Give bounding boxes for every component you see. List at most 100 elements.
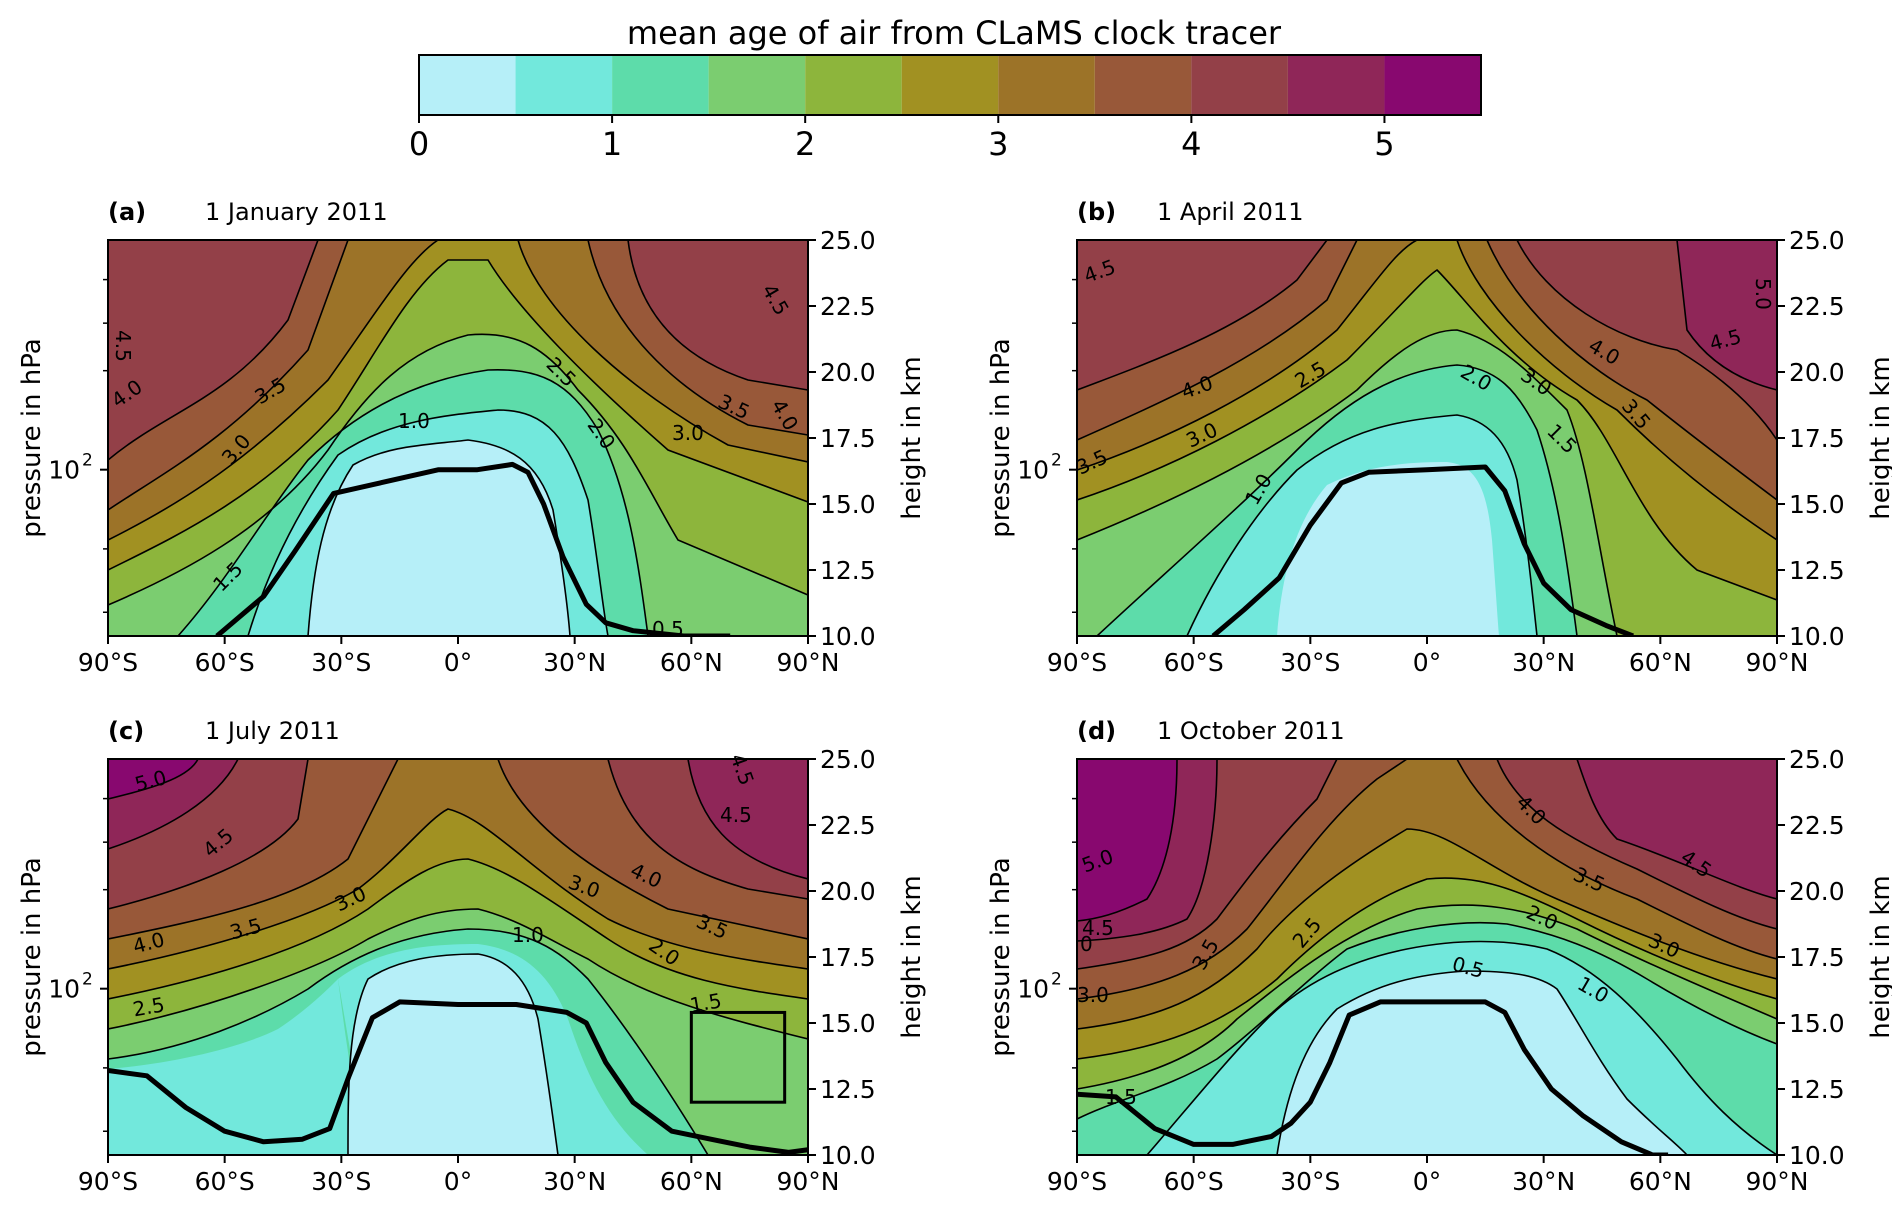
x-tick-label: 90°N: [776, 648, 839, 677]
contour-line: [1077, 240, 1358, 441]
band-45-right: [1577, 759, 1777, 899]
contour-line: [1676, 240, 1777, 391]
x-tick-label: 30°S: [1280, 648, 1340, 677]
colorbar-cell: [998, 55, 1095, 115]
contour-line: [347, 953, 559, 1155]
y-right-tick-label: 17.5: [1789, 424, 1845, 453]
y-right-tick-label: 10.0: [820, 1141, 876, 1170]
contour-label: 1.0: [512, 923, 544, 947]
contour-line: [1576, 759, 1777, 900]
contour-line: [1456, 240, 1777, 541]
panel-a-contours: [108, 240, 808, 636]
x-tick-label: 0°: [1413, 1167, 1441, 1196]
x-tick-label: 60°N: [660, 648, 723, 677]
y-left-tick-label: 10: [1017, 456, 1049, 485]
band-45: [1677, 240, 1777, 390]
panel-c: (c) 1 July 2011: [17, 717, 927, 1196]
band-5-left: [1077, 759, 1177, 921]
colorbar-tick-label: 2: [795, 125, 815, 163]
band-0: [308, 440, 570, 636]
contour-line: [1077, 877, 1777, 1060]
y-right-tick-label: 22.5: [1789, 811, 1845, 840]
y-right-tick-label: 22.5: [1789, 292, 1845, 321]
y-right-tick-label: 12.5: [1789, 1075, 1845, 1104]
contour-line: [1186, 414, 1538, 636]
contour-label: 3.0: [1077, 983, 1109, 1007]
contour-line: [607, 759, 808, 900]
x-tick-label: 90°N: [1745, 1167, 1808, 1196]
panel-c-contours: [108, 759, 808, 1155]
y-right-tick-label: 22.5: [820, 292, 876, 321]
contour-line: [108, 759, 199, 800]
contour-label: 0: [1080, 932, 1093, 956]
x-tick-label: 0°: [444, 1167, 472, 1196]
y-right-tick-label: 20.0: [1789, 358, 1845, 387]
contour-line: [1077, 828, 1777, 1030]
contour-line: [1456, 759, 1777, 960]
y-right-axis-label: height in km: [897, 875, 927, 1039]
contour-line: [307, 439, 571, 636]
contour-line: [1486, 240, 1777, 501]
panel-b-field: [1077, 240, 1777, 636]
contour-label: 5.0: [1751, 278, 1775, 310]
band-45-left: [1077, 759, 1217, 941]
contour-label: 1.5: [1105, 1085, 1137, 1109]
colorbar-tick-label: 5: [1374, 125, 1394, 163]
contour-line: [1077, 268, 1777, 601]
contour-line: [517, 240, 808, 463]
colorbar-ticks: 0 1 2 3 4 5: [409, 115, 1395, 163]
colorbar-frame: [418, 54, 1482, 116]
y-right-tick-label: 10.0: [1789, 1141, 1845, 1170]
panel-d: (d) 1 October 2011: [986, 717, 1892, 1196]
y-right-tick-label: 25.0: [1789, 226, 1845, 255]
y-right-tick-label: 15.0: [820, 1009, 876, 1038]
x-tick-label: 30°N: [1512, 648, 1575, 677]
y-right-tick-label: 25.0: [820, 745, 876, 774]
x-tick-label: 90°S: [78, 648, 138, 677]
x-tick-label: 60°N: [660, 1167, 723, 1196]
contour-line: [587, 240, 808, 436]
colorbar-cell: [708, 55, 806, 115]
panel-b-letter: (b): [1077, 198, 1116, 226]
band-05-left: [108, 979, 368, 1155]
contour-line: [1077, 329, 1618, 636]
contour-line: [1077, 759, 1338, 970]
contour-line: [1077, 904, 1777, 1090]
y-right-tick-label: 25.0: [820, 226, 876, 255]
contour-line: [1077, 759, 1408, 1000]
contour-line: [108, 759, 239, 850]
panel-c-bands: [108, 759, 808, 1155]
colorbar-cell: [1191, 55, 1288, 115]
contour-line: [1276, 970, 1688, 1155]
panel-d-contours: [1077, 759, 1777, 1155]
y-left-axis-label: pressure in hPa: [986, 338, 1016, 537]
contour-label: 0.5: [652, 617, 684, 641]
x-tick-label: 30°N: [543, 1167, 606, 1196]
colorbar-tick-label: 4: [1181, 125, 1201, 163]
contour-line: [1077, 759, 1218, 942]
y-right-tick-label: 20.0: [820, 358, 876, 387]
y-left-tick-exponent: 2: [82, 970, 93, 990]
y-left-axis-label: pressure in hPa: [986, 857, 1016, 1056]
panel-b-bands: [1077, 240, 1777, 636]
y-right-tick-label: 17.5: [820, 943, 876, 972]
colorbar-cell: [805, 55, 902, 115]
band-0: [1277, 971, 1687, 1155]
x-tick-label: 90°S: [1047, 1167, 1107, 1196]
colorbar-cells: [419, 55, 1481, 115]
y-right-tick-label: 12.5: [820, 1075, 876, 1104]
contour-line: [687, 759, 808, 880]
panel-d-letter: (d): [1077, 717, 1116, 745]
contour-line: [247, 409, 609, 636]
x-tick-label: 60°S: [195, 648, 255, 677]
contour-label: 1.0: [398, 409, 430, 433]
contour-label: 4.5: [720, 803, 752, 827]
y-right-tick-label: 15.0: [820, 490, 876, 519]
contour-line: [108, 858, 808, 1000]
y-right-tick-label: 17.5: [820, 424, 876, 453]
panel-c-letter: (c): [108, 717, 144, 745]
x-tick-label: 90°S: [78, 1167, 138, 1196]
panel-d-field: [1077, 759, 1777, 1155]
colorbar-tick-label: 0: [409, 125, 429, 163]
